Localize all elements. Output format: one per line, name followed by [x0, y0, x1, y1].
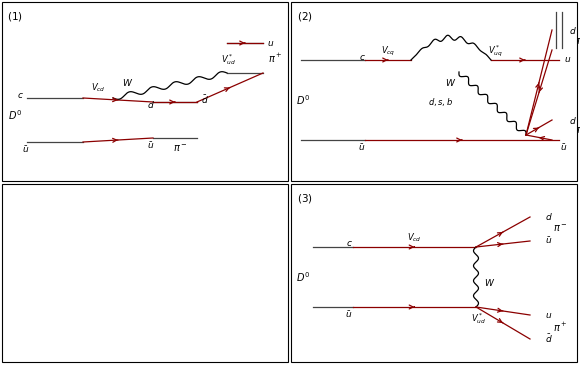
- Text: $u$: $u$: [267, 38, 274, 47]
- Text: $d$: $d$: [545, 211, 553, 223]
- Text: $\bar{u}$: $\bar{u}$: [560, 143, 568, 153]
- Text: $D^0$: $D^0$: [296, 93, 310, 107]
- Text: $W$: $W$: [484, 277, 495, 288]
- Text: $(1)$: $(1)$: [7, 10, 23, 23]
- Text: $W$: $W$: [122, 77, 133, 88]
- Text: $\bar{u}$: $\bar{u}$: [23, 145, 30, 155]
- Text: $\pi^+$: $\pi^+$: [576, 34, 580, 47]
- Text: $\pi^-$: $\pi^-$: [576, 124, 580, 135]
- Text: $u$: $u$: [564, 55, 571, 65]
- Text: $V_{cq}$: $V_{cq}$: [380, 45, 395, 58]
- Text: $D^0$: $D^0$: [8, 108, 22, 122]
- Text: $V^*_{ud}$: $V^*_{ud}$: [222, 53, 237, 68]
- Text: $\bar{u}$: $\bar{u}$: [345, 310, 353, 320]
- Text: $\pi^-$: $\pi^-$: [173, 142, 187, 154]
- Text: $\pi^+$: $\pi^+$: [268, 51, 282, 65]
- Text: $\bar{u}$: $\bar{u}$: [358, 143, 365, 153]
- Text: $\pi^-$: $\pi^-$: [553, 223, 568, 234]
- Text: $c$: $c$: [346, 239, 353, 249]
- Text: $d$: $d$: [569, 24, 577, 35]
- Text: $d$: $d$: [569, 115, 577, 126]
- Text: $\bar{d}$: $\bar{d}$: [201, 93, 209, 107]
- Text: $c$: $c$: [358, 53, 365, 61]
- Text: $W$: $W$: [445, 77, 456, 88]
- Text: $V_{cd}$: $V_{cd}$: [407, 232, 421, 244]
- Text: $(2)$: $(2)$: [297, 10, 313, 23]
- Text: $V^*_{uq}$: $V^*_{uq}$: [488, 43, 502, 59]
- Text: $\bar{u}$: $\bar{u}$: [147, 141, 155, 151]
- Text: $\bar{d}$: $\bar{d}$: [545, 333, 553, 345]
- Text: $V_{cd}$: $V_{cd}$: [90, 82, 106, 94]
- Text: $c$: $c$: [17, 91, 24, 100]
- Text: $\bar{u}$: $\bar{u}$: [545, 235, 552, 246]
- Text: $\pi^+$: $\pi^+$: [553, 320, 568, 334]
- Text: $V^*_{ud}$: $V^*_{ud}$: [472, 312, 487, 326]
- Text: $d$: $d$: [147, 99, 155, 110]
- Text: $d, s, b$: $d, s, b$: [429, 96, 454, 108]
- Text: $(3)$: $(3)$: [297, 192, 313, 205]
- Text: $D^0$: $D^0$: [296, 270, 310, 284]
- Text: $u$: $u$: [545, 311, 552, 319]
